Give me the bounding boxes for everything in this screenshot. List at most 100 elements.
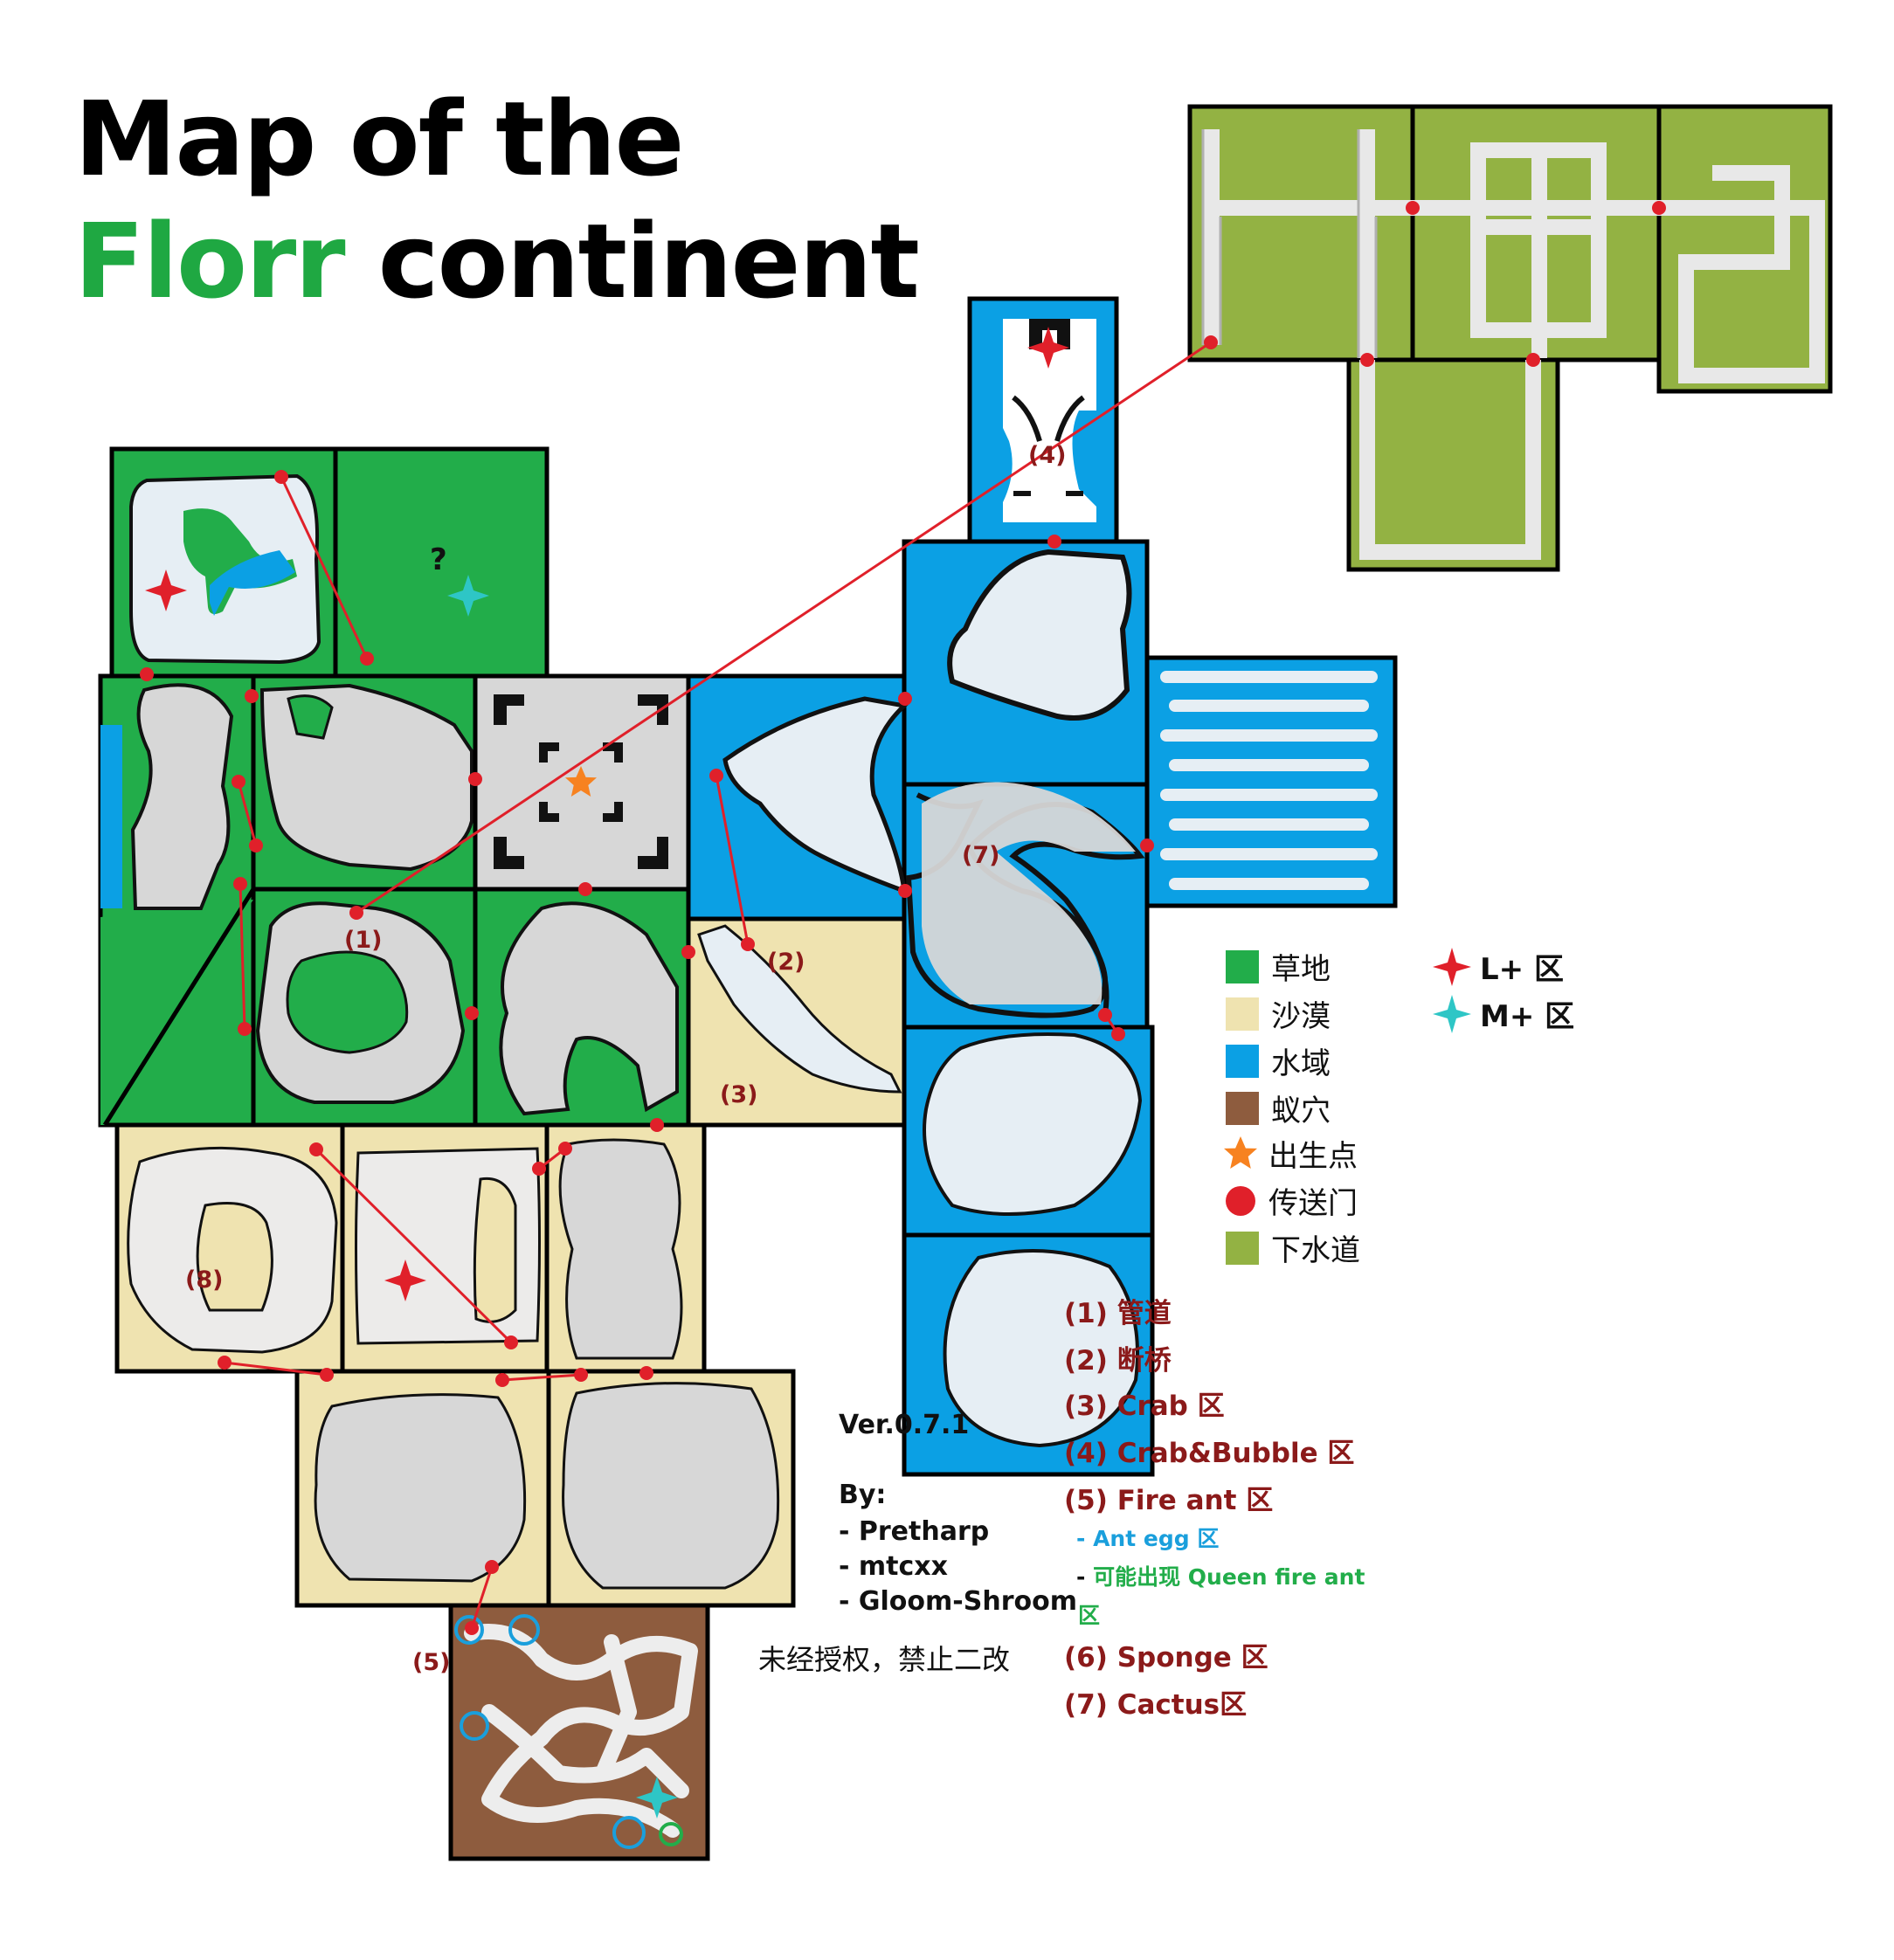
author-2: - mtcxx [839,1551,948,1582]
portal-dot-icon [495,1373,509,1387]
portal-dot-icon [349,906,363,920]
copyright-notice: 未经授权，禁止二改 [758,1643,1011,1676]
portal-dot-icon [1047,535,1061,549]
author-3: - Gloom-Shroom [839,1586,1077,1617]
legend-ant-nest: 蚁穴 [1226,1087,1331,1129]
map-label-1: (1) [344,927,382,954]
portal-dot-icon [681,945,695,959]
spawn-tile [473,673,691,892]
portal-dot-icon [485,1560,499,1574]
legend-spawn-label: 出生点 [1268,1139,1358,1174]
zone-2: (2) 断桥 [1064,1345,1172,1377]
portal-dot-icon [639,1366,653,1380]
map-label-7: (7) [962,842,999,869]
cyan-star-icon [1433,994,1471,1033]
portal-dot-icon [274,470,288,484]
title-florr: Florr [74,201,346,321]
by-label: By: [839,1480,887,1510]
portal-dot-icon [245,689,259,703]
ant-egg-circle-icon [454,1615,484,1645]
title-line-2: Florr continent [74,210,920,313]
desert-region [114,1122,796,1608]
portal-dot-icon [558,1142,572,1156]
portal-dots [140,201,1666,1635]
portal-dot-icon [709,769,723,783]
orange-star-icon [1221,1135,1260,1173]
portal-dot-icon [741,937,755,951]
legend-ant-nest-label: 蚁穴 [1271,1094,1331,1128]
ant-egg-circle-icon [612,1816,646,1849]
zone-5-ant-egg: - Ant egg 区 [1076,1526,1220,1551]
version-label: Ver.0.7.1 [839,1410,970,1440]
desert-swatch [1226,997,1259,1031]
legend-grass: 草地 [1226,945,1331,988]
portal-dot-icon [1406,201,1420,215]
zone-7: (7) Cactus区 [1064,1689,1248,1721]
portal-dot-icon [468,772,482,786]
author-1: - Pretharp [839,1516,990,1547]
zone-6: (6) Sponge 区 [1064,1642,1268,1674]
grass-region-north [109,446,550,679]
red-star-icon [1433,947,1471,986]
ant-egg-circle-icon [508,1614,540,1646]
portal-dot-icon [465,1006,479,1020]
legend-sewers-label: 下水道 [1271,1233,1360,1268]
map-label-2: (2) [767,949,805,976]
title-continent: continent [343,201,920,321]
portal-dot-icon [1360,353,1374,367]
portal-dot-icon [320,1368,334,1382]
portal-dot-icon [1652,201,1666,215]
legend-l-zone-label: L+ 区 [1480,952,1564,987]
portal-dot-icon [504,1335,518,1349]
legend-l-zone: L+ 区 [1433,945,1564,988]
zone-5-queen-tail: 区 [1078,1603,1101,1628]
ant-nest-swatch [1226,1091,1259,1125]
zone-5: (5) Fire ant 区 [1064,1485,1274,1516]
zone-5-queen-text: 可能出现 Queen fire ant [1093,1564,1365,1590]
portal-dot-icon [233,877,247,891]
zone-5-queen: - 可能出现 Queen fire ant [1076,1560,1365,1591]
portal-dot-icon [898,884,912,898]
portal-dot-icon [140,667,154,681]
portal-dot-icon [249,839,263,852]
sewers-swatch [1226,1231,1259,1265]
portal-dot-icon [1221,1182,1260,1220]
portal-dot-icon [1098,1008,1112,1022]
map-label-4: (4) [1028,442,1066,469]
legend-desert-label: 沙漠 [1271,999,1331,1034]
portal-dot-icon [465,1621,479,1635]
zone-5-queen-dash: - [1076,1564,1094,1590]
portal-dot-icon [218,1356,232,1370]
zone-4: (4) Crab&Bubble 区 [1064,1438,1355,1469]
legend-portal-label: 传送门 [1268,1186,1358,1221]
ocean-region [686,296,1398,1477]
legend-water: 水域 [1226,1039,1331,1082]
portal-dot-icon [1111,1027,1125,1041]
legend-portal: 传送门 [1221,1179,1358,1222]
portal-dot-icon [360,652,374,666]
water-swatch [1226,1044,1259,1078]
grass-swatch [1226,949,1259,983]
ant-egg-circle-icon [460,1711,489,1741]
map-label-unknown: ? [430,542,447,577]
legend-water-label: 水域 [1271,1046,1331,1081]
legend-spawn: 出生点 [1221,1132,1358,1175]
map-label-5: (5) [412,1649,450,1676]
portal-dot-icon [898,692,912,706]
zone-1: (1) 管道 [1064,1298,1172,1329]
portal-dot-icon [574,1368,588,1382]
portal-dot-icon [232,775,245,789]
portal-dot-icon [532,1162,546,1176]
legend-m-zone: M+ 区 [1433,992,1574,1035]
map-label-3: (3) [720,1081,757,1108]
title-line-1: Map of the [74,79,685,199]
portal-dot-icon [238,1022,252,1036]
portal-dot-icon [1140,839,1154,852]
legend-desert: 沙漠 [1226,992,1331,1035]
legend-m-zone-label: M+ 区 [1480,999,1575,1034]
zone-3: (3) Crab 区 [1064,1391,1225,1422]
ant-nest-region [448,1603,710,1861]
legend-sewers: 下水道 [1226,1226,1360,1269]
legend-grass-label: 草地 [1271,952,1331,987]
